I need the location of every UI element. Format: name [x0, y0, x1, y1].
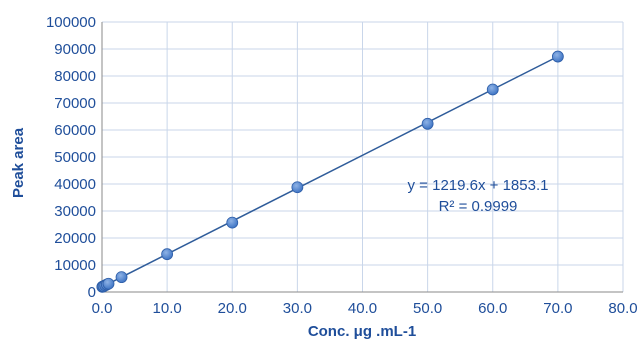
x-axis-title: Conc. μg .mL-1	[308, 323, 416, 340]
trendline	[101, 55, 559, 288]
y-tick-label: 70000	[54, 95, 96, 112]
x-tick-labels: 0.0 10.0 20.0 30.0 40.0 50.0 60.0 70.0 80.0	[92, 300, 638, 317]
grid-lines	[102, 21, 624, 292]
data-points	[96, 50, 564, 293]
x-tick-label: 20.0	[218, 300, 247, 317]
data-point	[551, 50, 564, 63]
x-tick-label: 70.0	[543, 300, 572, 317]
y-tick-label: 10000	[54, 257, 96, 274]
data-point	[486, 83, 499, 96]
data-point	[102, 277, 115, 290]
x-tick-label: 10.0	[153, 300, 182, 317]
y-tick-label: 40000	[54, 176, 96, 193]
x-tick-label: 0.0	[92, 300, 113, 317]
x-tick-label: 80.0	[608, 300, 637, 317]
y-tick-label: 80000	[54, 68, 96, 85]
r-squared-label: R² = 0.9999	[439, 198, 518, 215]
data-point	[226, 216, 239, 229]
x-tick-label: 50.0	[413, 300, 442, 317]
y-tick-label: 0	[88, 284, 96, 301]
x-tick-label: 30.0	[283, 300, 312, 317]
y-tick-label: 20000	[54, 230, 96, 247]
y-tick-labels: 0 10000 20000 30000 40000 50000 60000 70000 8000…	[46, 14, 96, 301]
x-tick-label: 40.0	[348, 300, 377, 317]
y-tick-label: 90000	[54, 41, 96, 58]
y-tick-label: 50000	[54, 149, 96, 166]
y-tick-label: 100000	[46, 14, 96, 31]
y-axis-title: Peak area	[10, 127, 27, 198]
data-point	[161, 248, 174, 261]
data-point	[115, 271, 128, 284]
regression-equation: y = 1219.6x + 1853.1	[408, 177, 549, 194]
data-point	[291, 181, 304, 194]
trendline-layer	[101, 55, 559, 288]
axes	[101, 22, 623, 293]
data-point	[421, 117, 434, 130]
y-tick-label: 60000	[54, 122, 96, 139]
y-tick-label: 30000	[54, 203, 96, 220]
x-tick-label: 60.0	[478, 300, 507, 317]
